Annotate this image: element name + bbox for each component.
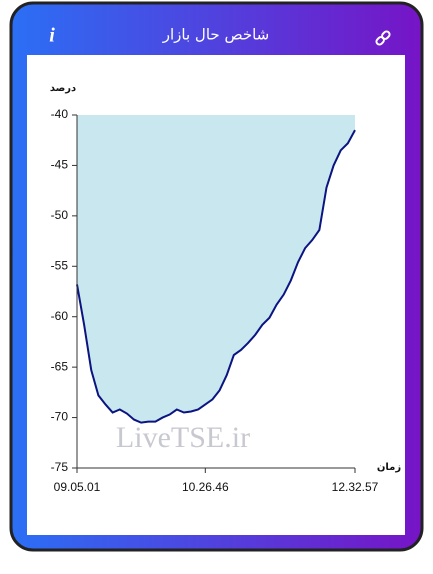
chart: LiveTSE.ir -40 -45 -50 -55 -60 -65 -70 -75 09.05.… xyxy=(50,83,402,494)
y-tick-label: -40 xyxy=(51,107,69,121)
y-axis-label: درصد xyxy=(50,83,76,94)
x-axis-label: زمان xyxy=(377,462,401,473)
x-tick-label: 10.26.46 xyxy=(182,480,229,494)
link-button[interactable] xyxy=(375,30,391,46)
y-tick-label: -70 xyxy=(51,410,69,424)
header-title: شاخص حال بازار xyxy=(162,26,269,44)
x-tick-label: 12.32.57 xyxy=(332,480,379,494)
y-tick-label: -45 xyxy=(51,158,69,172)
y-tick-label: -50 xyxy=(51,208,69,222)
area-fill xyxy=(77,115,355,423)
y-tick-label: -60 xyxy=(51,309,69,323)
watermark: LiveTSE.ir xyxy=(116,421,250,454)
y-tick-label: -65 xyxy=(51,359,69,373)
y-tick-label: -55 xyxy=(51,258,69,272)
line xyxy=(76,129,356,424)
x-tick-label: 09.05.01 xyxy=(54,480,101,494)
info-button[interactable]: i xyxy=(49,25,55,47)
y-tick-label: -75 xyxy=(51,460,69,474)
